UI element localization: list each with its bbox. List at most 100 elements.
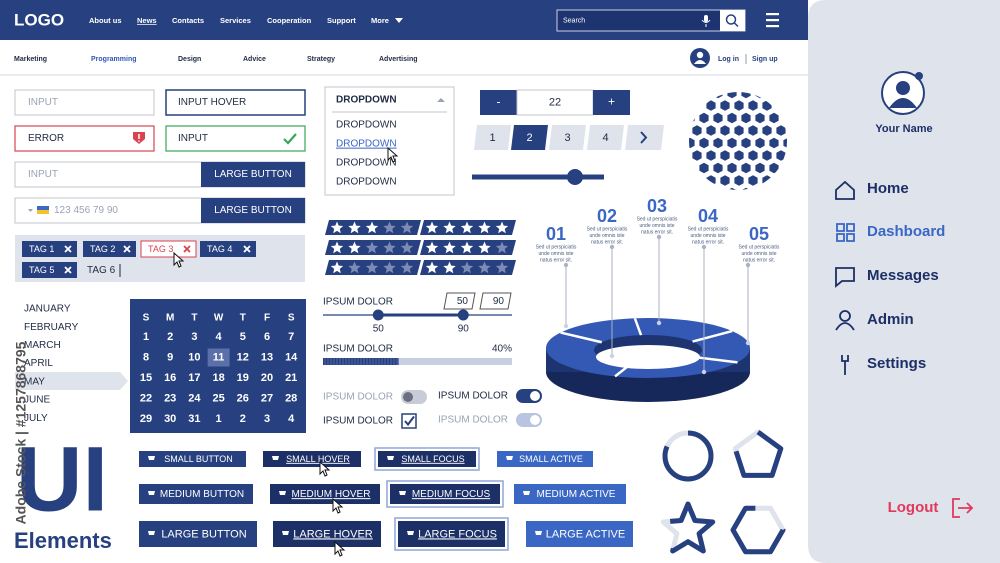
checkbox[interactable] <box>401 413 417 429</box>
button[interactable] <box>263 451 361 467</box>
dropdown[interactable] <box>324 86 455 196</box>
subnav-link[interactable]: Programming <box>91 56 137 63</box>
tag[interactable] <box>200 241 256 257</box>
large-button[interactable] <box>201 162 305 187</box>
calendar-day[interactable]: 3 <box>191 331 197 343</box>
slider-thumb[interactable] <box>567 169 583 185</box>
button[interactable] <box>139 521 257 547</box>
calendar-day[interactable]: 31 <box>188 413 200 425</box>
calendar-day[interactable]: 16 <box>164 372 176 384</box>
calendar-day[interactable]: 23 <box>164 392 176 404</box>
stepper-plus[interactable] <box>593 90 630 115</box>
logout-link[interactable]: Logout <box>888 499 939 516</box>
tag[interactable] <box>83 241 136 257</box>
calendar-day[interactable]: 22 <box>140 392 152 404</box>
month-item[interactable]: MARCH <box>24 340 61 351</box>
dropdown-option[interactable]: DROPDOWN <box>336 139 397 150</box>
calendar-day[interactable]: 2 <box>167 331 173 343</box>
button[interactable] <box>270 484 380 504</box>
calendar-day[interactable]: 18 <box>212 372 224 384</box>
menu-item[interactable]: Settings <box>867 355 926 372</box>
nav-link[interactable]: Contacts <box>172 16 204 25</box>
button[interactable] <box>398 521 505 547</box>
input-default[interactable] <box>14 89 155 116</box>
nav-link[interactable]: News <box>137 16 157 25</box>
calendar-day[interactable]: 15 <box>140 372 152 384</box>
menu-item[interactable]: Messages <box>867 267 939 284</box>
page-button[interactable] <box>587 125 624 150</box>
calendar-day[interactable]: 24 <box>188 392 201 404</box>
input-success[interactable] <box>165 125 306 152</box>
calendar-day[interactable]: 17 <box>188 372 200 384</box>
calendar-day[interactable]: 29 <box>140 413 152 425</box>
search-box[interactable] <box>556 9 746 32</box>
login-link[interactable]: Log in <box>718 56 739 63</box>
button[interactable] <box>378 451 476 467</box>
month-item[interactable]: FEBRUARY <box>24 322 79 333</box>
calendar-day[interactable]: 27 <box>261 392 273 404</box>
calendar-day[interactable]: 6 <box>264 331 270 343</box>
menu-item[interactable]: Admin <box>867 311 914 328</box>
month-item[interactable]: JULY <box>24 413 48 424</box>
subnav-link[interactable]: Advertising <box>379 56 418 63</box>
button[interactable] <box>514 484 626 504</box>
range-input[interactable] <box>443 292 476 310</box>
calendar-day[interactable]: 26 <box>237 392 249 404</box>
signup-link[interactable]: Sign up <box>752 56 778 63</box>
month-item[interactable]: MAY <box>24 376 45 387</box>
calendar-day[interactable]: 1 <box>216 413 222 425</box>
subnav-link[interactable]: Marketing <box>14 56 47 63</box>
button[interactable] <box>526 521 633 547</box>
input-hover[interactable] <box>165 89 306 116</box>
dropdown-option[interactable]: DROPDOWN <box>336 120 397 131</box>
calendar-day[interactable]: 11 <box>213 351 225 363</box>
calendar-day[interactable]: 3 <box>264 413 270 425</box>
tag-remove[interactable] <box>183 245 191 253</box>
page-button[interactable] <box>474 125 511 150</box>
calendar-day[interactable]: 28 <box>285 392 297 404</box>
search-button[interactable] <box>720 10 745 31</box>
calendar-day[interactable]: 5 <box>240 331 246 343</box>
calendar-day[interactable]: 30 <box>164 413 176 425</box>
calendar-day[interactable]: 10 <box>188 351 200 363</box>
stepper-minus[interactable] <box>480 90 517 115</box>
nav-link[interactable]: Cooperation <box>267 16 312 25</box>
calendar-day[interactable]: 13 <box>261 351 273 363</box>
calendar-day[interactable]: 1 <box>143 331 149 343</box>
calendar-day[interactable]: 14 <box>285 351 298 363</box>
calendar-day[interactable]: 21 <box>285 372 297 384</box>
calendar-day[interactable]: 9 <box>167 351 173 363</box>
tag-remove[interactable] <box>64 245 72 253</box>
page-next[interactable] <box>625 125 664 150</box>
range-input[interactable] <box>479 292 512 310</box>
button[interactable] <box>390 484 500 504</box>
button[interactable] <box>139 451 246 467</box>
calendar-day[interactable]: 20 <box>261 372 273 384</box>
button[interactable] <box>497 451 593 467</box>
dropdown-option[interactable]: DROPDOWN <box>336 177 397 188</box>
nav-link[interactable]: About us <box>89 16 122 25</box>
tag-remove[interactable] <box>243 245 251 253</box>
tag-remove[interactable] <box>123 245 131 253</box>
page-button[interactable] <box>549 125 586 150</box>
calendar-day[interactable]: 8 <box>143 351 149 363</box>
calendar-day[interactable]: 4 <box>216 331 223 343</box>
menu-item[interactable]: Home <box>867 180 909 197</box>
button[interactable] <box>139 484 253 504</box>
tag-remove[interactable] <box>64 266 72 274</box>
month-item[interactable]: JANUARY <box>24 304 71 315</box>
subnav-link[interactable]: Design <box>178 56 201 63</box>
menu-item[interactable]: Dashboard <box>867 223 945 240</box>
calendar-day[interactable]: 2 <box>240 413 246 425</box>
calendar-day[interactable]: 19 <box>237 372 249 384</box>
nav-link[interactable]: Services <box>220 16 251 25</box>
button[interactable] <box>273 521 381 547</box>
calendar-day[interactable]: 25 <box>212 392 224 404</box>
calendar-day[interactable]: 12 <box>237 351 249 363</box>
range-handle[interactable] <box>372 309 384 321</box>
tag[interactable] <box>140 240 197 258</box>
tag[interactable] <box>22 241 77 257</box>
input-error[interactable] <box>14 125 155 152</box>
nav-link[interactable]: Support <box>327 16 356 25</box>
month-item[interactable]: APRIL <box>24 358 53 369</box>
